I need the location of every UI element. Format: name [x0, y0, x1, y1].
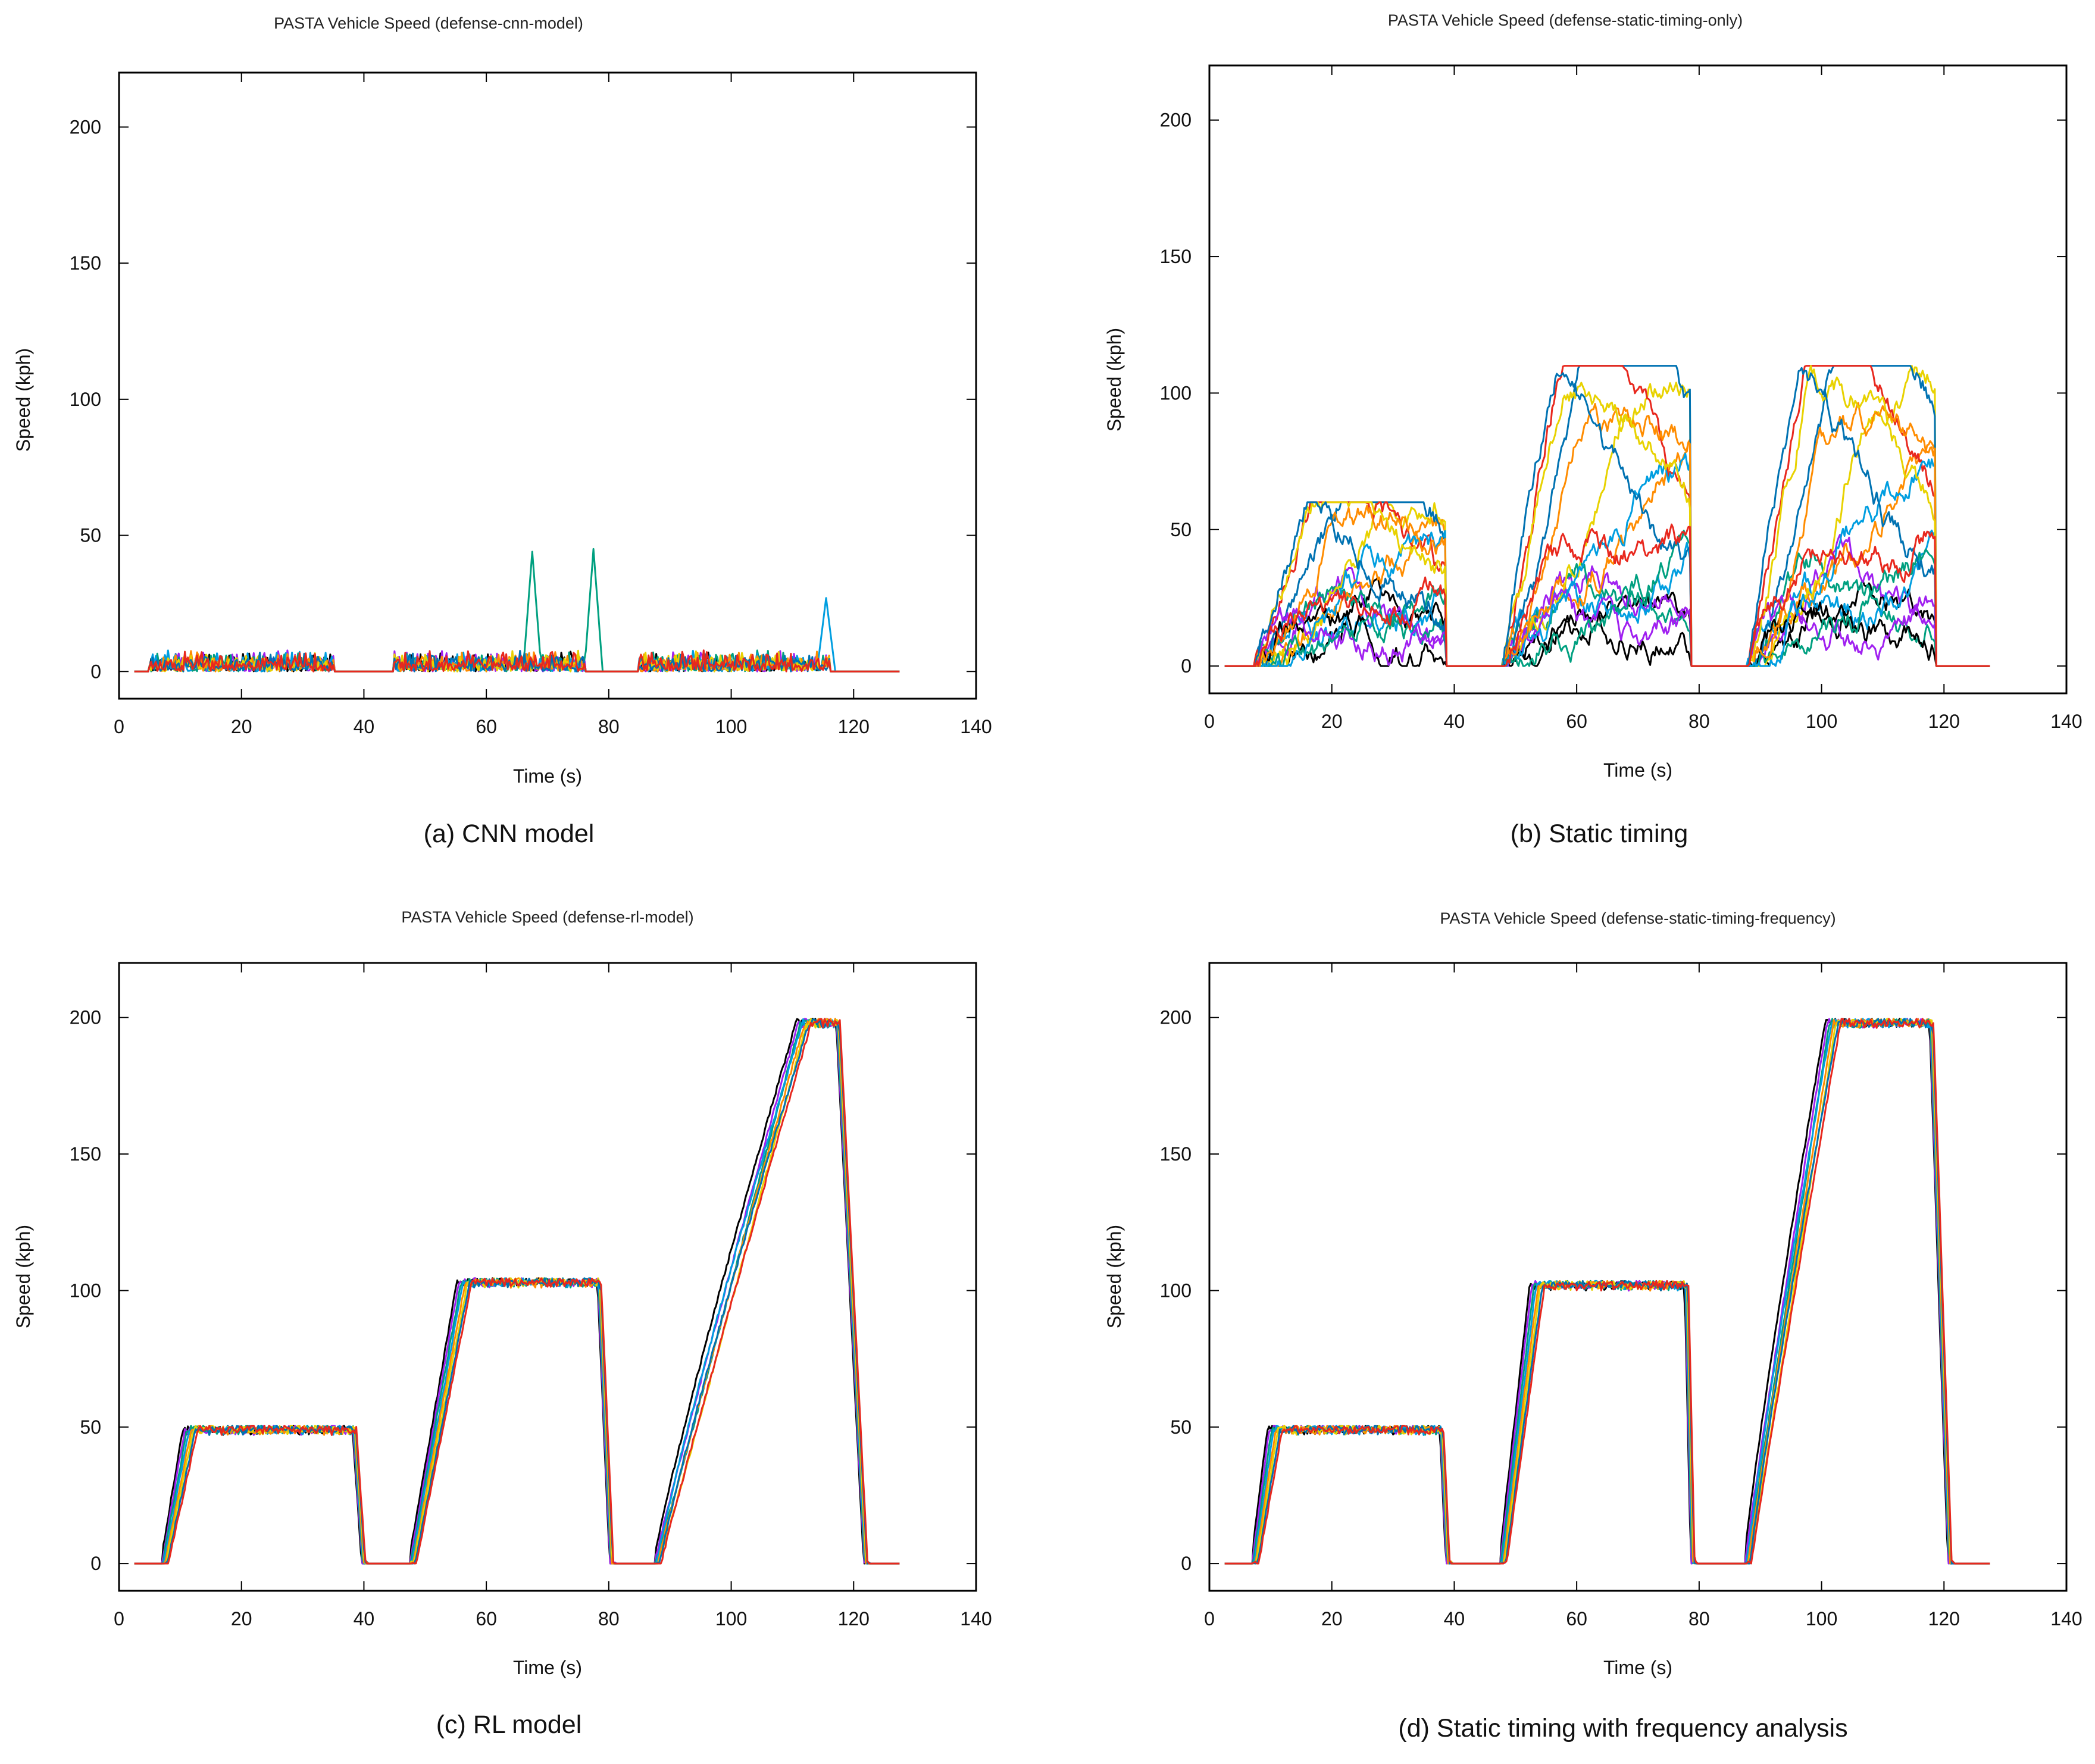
plot-area-b: [1208, 64, 2068, 695]
x-tick-label: 60: [1566, 1608, 1587, 1629]
y-tick-label: 50: [80, 525, 101, 546]
y-tick-label: 150: [70, 1143, 101, 1165]
chart-title-d: PASTA Vehicle Speed (defense-static-timi…: [1440, 909, 1836, 927]
x-tick-label: 140: [960, 716, 992, 737]
series-line-6: [1224, 365, 1990, 667]
axis-ticks-a: 0 20 40 60 80 100 120 140 0 50 100 150 200: [70, 73, 992, 737]
x-tick-label: 40: [1444, 711, 1465, 732]
x-tick-label: 100: [715, 1608, 747, 1629]
x-tick-label: 100: [715, 716, 747, 737]
x-tick-label: 60: [476, 1608, 497, 1629]
y-tick-label: 50: [1170, 519, 1192, 540]
y-tick-label: 200: [1160, 110, 1192, 131]
x-tick-label: 80: [598, 716, 620, 737]
x-tick-label: 120: [1928, 711, 1960, 732]
x-tick-label: 60: [1566, 711, 1587, 732]
series-line-8: [134, 1018, 900, 1565]
x-tick-label: 100: [1806, 1608, 1837, 1629]
series-line-16: [1224, 523, 1990, 667]
x-tick-label: 20: [1321, 711, 1343, 732]
x-tick-label: 120: [1928, 1608, 1960, 1629]
caption-c: (c) RL model: [436, 1710, 582, 1739]
x-tick-label: 100: [1806, 711, 1837, 732]
x-tick-label: 120: [838, 1608, 870, 1629]
x-tick-label: 120: [838, 716, 870, 737]
chart-title-b: PASTA Vehicle Speed (defense-static-timi…: [1388, 11, 1743, 29]
y-tick-label: 0: [90, 1553, 101, 1574]
y-axis-label-c: Speed (kph): [12, 1225, 34, 1328]
y-tick-label: 150: [70, 252, 101, 274]
y-tick-label: 200: [70, 116, 101, 137]
x-tick-label: 140: [2050, 1608, 2082, 1629]
x-axis-label-d: Time (s): [1603, 1657, 1672, 1678]
y-tick-label: 100: [1160, 1280, 1192, 1301]
chart-panel-d: PASTA Vehicle Speed (defense-static-timi…: [1103, 909, 2083, 1743]
x-tick-label: 0: [1204, 711, 1215, 732]
x-axis-label-a: Time (s): [513, 765, 582, 787]
y-tick-label: 150: [1160, 246, 1192, 267]
x-tick-label: 0: [114, 1608, 124, 1629]
series-lines-c: [134, 1018, 900, 1565]
series-lines-a: [134, 548, 900, 673]
y-axis-label-a: Speed (kph): [12, 348, 34, 452]
x-tick-label: 40: [1444, 1608, 1465, 1629]
x-tick-label: 80: [598, 1608, 620, 1629]
y-tick-label: 50: [1170, 1416, 1192, 1438]
x-tick-label: 80: [1688, 711, 1710, 732]
y-tick-label: 200: [70, 1007, 101, 1028]
x-tick-label: 60: [476, 716, 497, 737]
x-axis-label-b: Time (s): [1603, 759, 1672, 781]
x-tick-label: 20: [231, 1608, 252, 1629]
y-tick-label: 0: [1181, 655, 1192, 677]
y-tick-label: 150: [1160, 1143, 1192, 1165]
y-tick-label: 100: [70, 1280, 101, 1301]
x-tick-label: 0: [1204, 1608, 1215, 1629]
chart-panel-a: PASTA Vehicle Speed (defense-cnn-model) …: [12, 14, 992, 848]
series-line-8: [1224, 1018, 1990, 1565]
x-tick-label: 40: [354, 716, 375, 737]
plot-area-d: [1208, 962, 2068, 1592]
chart-title-a: PASTA Vehicle Speed (defense-cnn-model): [274, 14, 583, 32]
series-line-14: [1224, 365, 1990, 667]
x-tick-label: 20: [231, 716, 252, 737]
y-tick-label: 0: [1181, 1553, 1192, 1574]
caption-d: (d) Static timing with frequency analysi…: [1398, 1714, 1847, 1743]
series-line-11: [1224, 530, 1990, 667]
chart-panel-c: PASTA Vehicle Speed (defense-rl-model) 0…: [12, 908, 992, 1739]
y-tick-label: 200: [1160, 1007, 1192, 1028]
series-line-15: [1224, 367, 1990, 667]
y-tick-label: 100: [70, 389, 101, 410]
caption-a: (a) CNN model: [424, 820, 595, 848]
y-tick-label: 0: [90, 661, 101, 682]
chart-title-c: PASTA Vehicle Speed (defense-rl-model): [401, 908, 693, 926]
x-tick-label: 140: [960, 1608, 992, 1629]
x-tick-label: 0: [114, 716, 124, 737]
series-line-3: [1224, 551, 1990, 667]
y-tick-label: 50: [80, 1416, 101, 1438]
series-line-13: [1224, 402, 1990, 667]
plot-area-a: [118, 71, 977, 700]
y-axis-label-d: Speed (kph): [1103, 1225, 1125, 1328]
series-line-10: [1224, 588, 1990, 667]
axis-ticks-d: 0 20 40 60 80 100 120 140 0 50 100 150 200: [1160, 963, 2083, 1629]
y-axis-label-b: Speed (kph): [1103, 328, 1125, 431]
series-line-8: [134, 649, 900, 673]
y-tick-label: 100: [1160, 382, 1192, 404]
axis-ticks-c: 0 20 40 60 80 100 120 140 0 50 100 150 200: [70, 963, 992, 1629]
x-tick-label: 40: [354, 1608, 375, 1629]
series-line-2: [1224, 534, 1990, 667]
chart-panel-b: PASTA Vehicle Speed (defense-static-timi…: [1103, 11, 2083, 848]
plot-area-c: [118, 962, 977, 1592]
x-tick-label: 20: [1321, 1608, 1343, 1629]
series-lines-b: [1224, 365, 1990, 667]
caption-b: (b) Static timing: [1511, 820, 1688, 848]
axis-ticks-b: 0 20 40 60 80 100 120 140 0 50 100 150 200: [1160, 65, 2083, 732]
x-tick-label: 80: [1688, 1608, 1710, 1629]
series-lines-d: [1224, 1018, 1990, 1565]
x-axis-label-c: Time (s): [513, 1657, 582, 1678]
x-tick-label: 140: [2050, 711, 2082, 732]
